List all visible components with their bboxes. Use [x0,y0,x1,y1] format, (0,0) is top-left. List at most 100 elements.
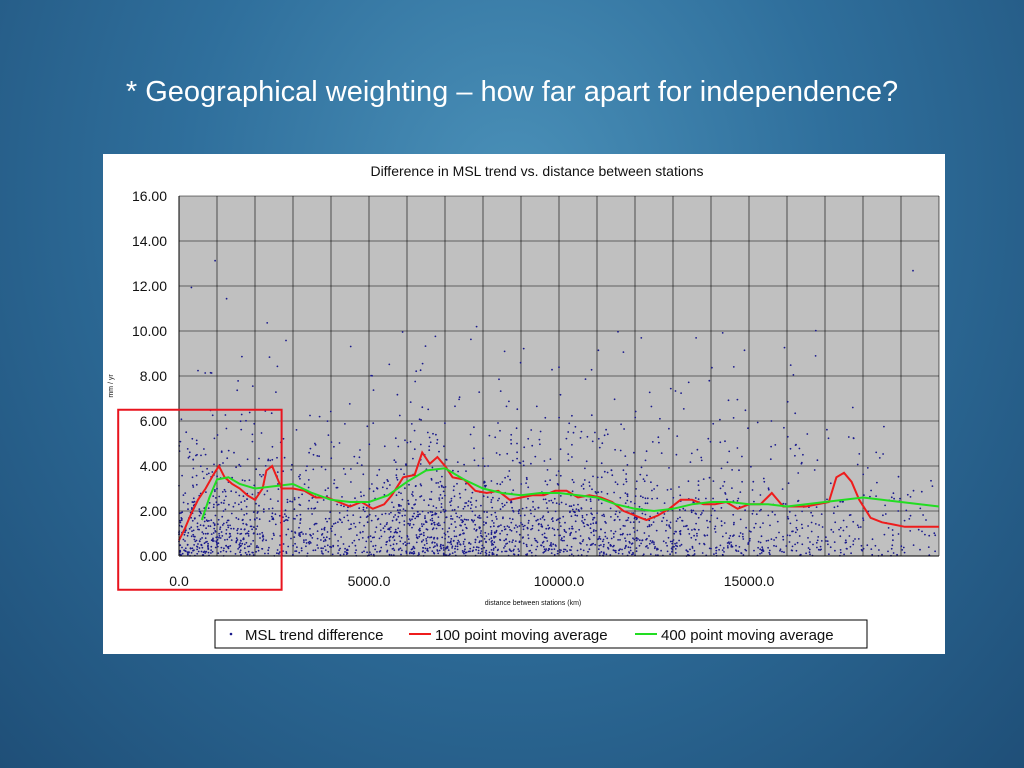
scatter-point [214,514,217,517]
scatter-point [583,518,586,521]
scatter-point [802,453,804,456]
scatter-point [687,480,690,483]
scatter-point [713,527,716,530]
scatter-point [826,428,828,431]
scatter-point [464,523,466,526]
scatter-point [250,543,252,545]
scatter-point [179,553,182,556]
scatter-point [248,411,251,414]
scatter-point [518,550,520,552]
y-tick-label: 0.00 [140,548,167,564]
scatter-point [471,519,474,522]
scatter-point [330,527,332,530]
y-tick-label: 10.00 [132,323,167,339]
scatter-point [635,537,638,540]
scatter-point [406,542,409,545]
scatter-point [283,513,286,515]
scatter-point [533,515,536,518]
scatter-point [463,552,465,555]
scatter-point [508,540,511,543]
scatter-point [639,473,642,476]
scatter-point [814,355,817,357]
scatter-point [686,550,689,553]
scatter-point [383,445,386,448]
scatter-point [271,518,274,520]
scatter-point [565,503,567,506]
scatter-point [192,529,195,532]
scatter-point [522,460,525,463]
scatter-point [329,511,332,514]
scatter-point [665,524,668,526]
scatter-point [470,504,473,506]
scatter-point [276,552,278,555]
scatter-point [442,547,445,549]
scatter-point [394,461,397,463]
scatter-point [224,539,226,541]
scatter-point [810,511,812,514]
scatter-point [345,551,348,554]
scatter-point [372,422,375,424]
scatter-point [193,538,196,541]
scatter-point [515,531,518,533]
scatter-point [405,550,408,553]
scatter-point [721,332,724,334]
scatter-point [181,525,183,528]
scatter-point [434,335,437,338]
scatter-point [408,518,411,520]
scatter-point [648,535,650,537]
scatter-point [284,509,287,512]
scatter-point [676,545,679,548]
scatter-point [460,515,463,517]
scatter-point [614,551,617,554]
scatter-point [212,506,215,509]
scatter-point [363,524,365,527]
scatter-point [354,551,357,554]
scatter-point [388,536,391,539]
scatter-point [191,507,193,509]
scatter-point [594,431,596,434]
scatter-point [611,474,614,477]
scatter-point [640,542,642,545]
scatter-point [298,475,300,478]
scatter-point [216,434,219,436]
scatter-point [767,487,770,490]
scatter-point [836,505,839,508]
scatter-point [887,550,889,553]
scatter-point [248,553,251,556]
scatter-point [719,441,722,444]
scatter-point [403,473,405,476]
scatter-point [788,541,791,543]
series-100-point-line [178,450,939,541]
scatter-point [465,470,467,472]
scatter-point [225,529,228,531]
scatter-point [458,541,460,543]
scatter-point [370,540,372,543]
scatter-point [299,477,301,480]
scatter-point [429,510,432,513]
scatter-point [229,545,232,547]
scatter-point [440,506,443,508]
scatter-point [367,536,370,538]
scatter-point [558,534,560,537]
scatter-point [582,549,585,552]
scatter-point [427,511,430,514]
scatter-point [503,350,506,353]
scatter-point [393,549,396,552]
scatter-point [239,465,242,467]
scatter-point [415,534,418,536]
scatter-point [759,552,761,555]
scatter-point [577,503,579,506]
scatter-point [196,525,199,528]
scatter-point [243,543,246,546]
scatter-point [682,408,685,410]
scatter-point [852,437,855,440]
scatter-point [403,524,406,526]
scatter-point [296,514,298,517]
scatter-point [655,529,658,532]
scatter-point [430,536,433,539]
scatter-point [439,524,441,527]
scatter-point [618,549,620,552]
scatter-point [400,553,402,556]
scatter-point [668,524,670,527]
scatter-point [696,535,698,537]
